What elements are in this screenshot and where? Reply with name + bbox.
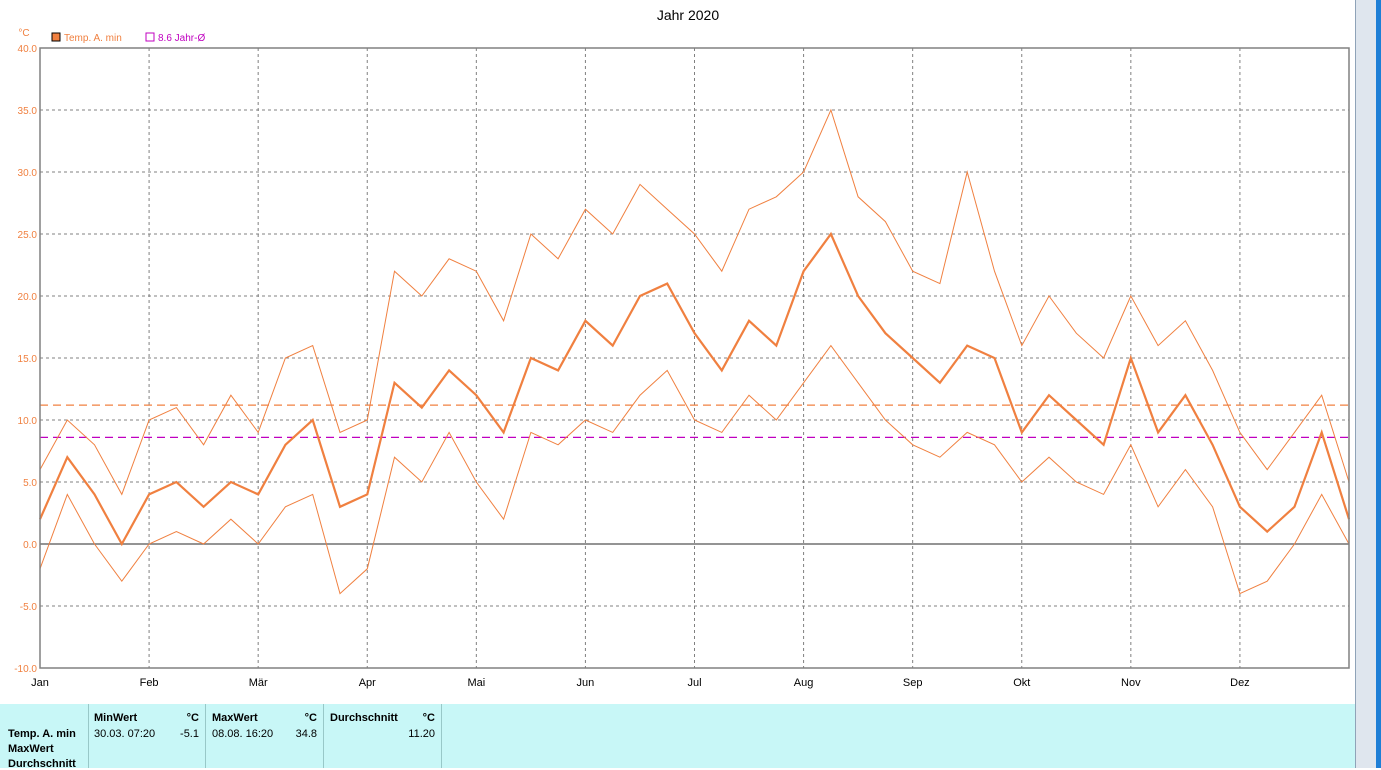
x-tick-label: Jun	[577, 677, 595, 689]
y-tick-label: 35.0	[18, 106, 38, 117]
x-tick-label: Mai	[467, 677, 485, 689]
x-tick-label: Aug	[794, 677, 814, 689]
x-axis-ticks: Jan Feb Mär Apr Mai Jun Jul Aug Sep Okt Nov Dez	[31, 677, 1250, 689]
y-tick-label: 10.0	[18, 416, 38, 427]
x-tick-label: Dez	[1230, 677, 1250, 689]
row-label-max: MaxWert	[8, 743, 54, 755]
row-label-series: Temp. A. min	[8, 728, 76, 740]
min-header: MinWert	[94, 712, 138, 724]
x-tick-label: Feb	[140, 677, 159, 689]
x-tick-label: Jul	[687, 677, 701, 689]
legend-swatch	[145, 32, 155, 42]
x-tick-label: Nov	[1121, 677, 1141, 689]
y-tick-label: 40.0	[18, 44, 38, 55]
y-tick-label: 25.0	[18, 230, 38, 241]
row-label-avg: Durchschnitt	[8, 758, 76, 770]
window-accent	[1376, 0, 1381, 768]
reference-lines	[40, 404, 1349, 438]
avg-unit: °C	[422, 712, 435, 724]
series-mean-line	[38, 231, 1351, 547]
stats-max-column: MaxWert °C 08.08. 16:20 34.8	[206, 704, 324, 768]
legend: Temp. A. min 8.6 Jahr-Ø	[51, 32, 205, 44]
series-lines	[38, 108, 1351, 595]
stats-label-column: Temp. A. min MaxWert Durchschnitt	[0, 704, 89, 770]
x-tick-label: Okt	[1013, 677, 1030, 689]
max-unit: °C	[304, 712, 317, 724]
y-tick-label: 30.0	[18, 168, 38, 179]
x-tick-label: Mär	[249, 677, 268, 689]
min-value: -5.1	[180, 728, 199, 740]
chart-title: Jahr 2020	[657, 7, 719, 23]
series-upper-line	[39, 108, 1350, 496]
temperature-chart: Jahr 2020 °C Temp. A. min 8.6 Jahr-Ø 40.0…	[14, 7, 1351, 689]
avg-value: 11.20	[408, 728, 435, 740]
plot-frame	[39, 47, 1350, 669]
y-tick-label: 15.0	[18, 354, 38, 365]
window-edge	[1355, 0, 1381, 768]
stats-min-column: MinWert °C 30.03. 07:20 -5.1	[89, 704, 206, 768]
y-tick-label: 0.0	[23, 540, 37, 551]
y-tick-label: -10.0	[14, 664, 37, 675]
y-axis-unit: °C	[18, 28, 29, 39]
legend-swatch	[51, 32, 61, 42]
y-tick-label: -5.0	[20, 602, 38, 613]
avg-header: Durchschnitt	[330, 712, 398, 724]
min-unit: °C	[186, 712, 199, 724]
y-tick-label: 5.0	[23, 478, 37, 489]
x-tick-label: Sep	[903, 677, 923, 689]
max-header: MaxWert	[212, 712, 258, 724]
x-tick-label: Apr	[359, 677, 376, 689]
stats-panel: Temp. A. min MaxWert Durchschnitt MinWer…	[0, 704, 1355, 770]
y-tick-label: 20.0	[18, 292, 38, 303]
grid	[40, 47, 1349, 669]
legend-label: 8.6 Jahr-Ø	[158, 33, 205, 44]
max-value: 34.8	[295, 728, 317, 740]
stats-avg-column: Durchschnitt °C 11.20	[324, 704, 442, 768]
series-lower-line	[39, 344, 1350, 595]
min-datetime: 30.03. 07:20	[94, 728, 156, 740]
legend-label: Temp. A. min	[64, 33, 122, 44]
x-tick-label: Jan	[31, 677, 49, 689]
max-datetime: 08.08. 16:20	[212, 728, 274, 740]
y-axis-ticks: 40.0 35.0 30.0 25.0 20.0 15.0 10.0 5.0 0.0 -5.0 -1…	[14, 44, 37, 675]
